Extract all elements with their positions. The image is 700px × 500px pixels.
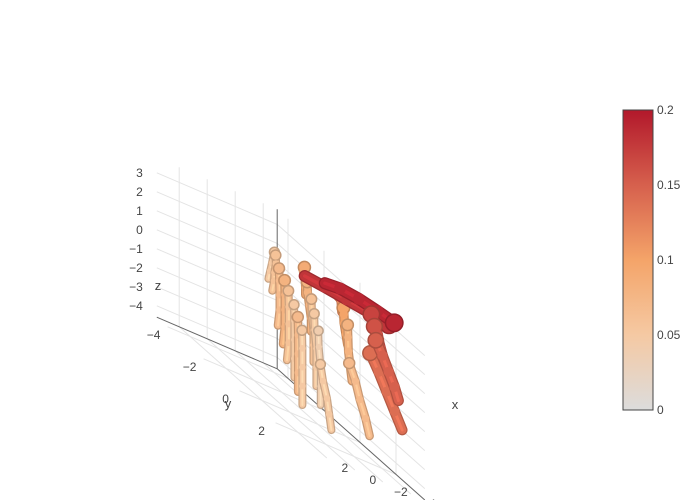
gridline [156,172,278,225]
z-tick-label: −2 [129,261,143,275]
colorbar-gradient [622,109,654,411]
gridline [234,350,384,483]
gridline [156,210,278,263]
y-axis-ticks: −4 −2 0 2 [147,328,266,438]
streamtube-cap [312,325,324,337]
streamtube-node [315,343,322,351]
gridline [239,390,361,443]
x-tick-label: −4 [422,497,436,500]
gridline [167,326,289,379]
streamtube-cap [341,318,355,332]
y-tick-label: −2 [183,360,197,374]
streamtube-node [373,366,384,377]
streamtube-cap [308,308,320,320]
streamtube [367,331,404,407]
z-tick-label: 2 [136,185,143,199]
y-axis-title: y [225,396,232,411]
streamtube-cap [278,273,292,287]
y-tick-label: 2 [258,424,265,438]
gridline [206,338,356,471]
streamtube-cap [288,299,300,311]
colorbar-tick-label: 0.05 [657,328,681,342]
streamtube-node [383,366,394,377]
streamtube-node [351,377,360,385]
streamtubes [264,246,408,441]
streamtube-node [299,345,306,352]
gridline [156,267,278,320]
streamtube [314,358,336,435]
gridline [156,191,278,244]
streamtube-node [389,406,400,417]
streamtube-node [381,386,392,397]
streamtube-node [299,363,306,371]
gridline [178,326,328,459]
x-axis-title: x [452,397,459,412]
streamtube [342,356,374,441]
colorbar-tick-label: 0 [657,403,664,417]
y-tick-label: 0 [222,392,229,406]
x-tick-label: 0 [369,473,376,487]
streamtube-node [323,395,331,402]
x-tick-label: −2 [394,485,408,499]
streamtube-cap [342,356,356,370]
streamtube-cap [272,262,286,275]
gridline [275,422,397,475]
3d-scene[interactable] [156,167,426,500]
streamtube-node [389,381,400,393]
z-tick-label: 1 [136,204,143,218]
streamtube-node [352,293,365,305]
axis-edge [156,316,278,370]
colorbar-ticks: 0 0.05 0.1 0.15 0.2 [657,103,681,417]
z-axis-ticks: 3 2 1 0 −1 −2 −3 −4 [129,166,143,313]
streamtube-node [339,310,348,319]
streamtube-node [319,377,327,385]
gridline [262,362,412,495]
streamtube-node [334,282,346,295]
streamtube-node [299,382,306,390]
colorbar-tick-label: 0.1 [657,253,674,267]
streamtube-cap [296,324,308,336]
z-tick-label: 0 [136,223,143,237]
streamtube-node [377,350,388,361]
colorbar-tick-label: 0.2 [657,103,674,117]
z-tick-label: −3 [129,280,143,294]
gridline [156,248,278,301]
y-tick-label: −4 [147,328,161,342]
z-axis-title: z [155,278,162,293]
streamtube-node [361,414,370,423]
z-tick-label: −4 [129,299,143,313]
streamtube-cap [305,293,318,306]
colorbar-tick-label: 0.15 [657,178,681,192]
streamtube-node [344,347,353,356]
gridline [156,286,278,339]
streamtube [272,262,286,330]
streamtube-cap [367,331,385,349]
gridline [156,229,278,282]
streamtube-node [325,411,333,418]
streamtube-cap [291,310,305,324]
x-axis-ticks: −4 −2 0 2 [341,461,436,500]
gridline [156,305,278,358]
streamtube-node [344,333,352,342]
streamtube-cap [314,358,327,370]
streamtube-cap [384,313,404,333]
streamtube-cap [269,249,282,262]
z-tick-label: 3 [136,166,143,180]
colorbar: 0 0.05 0.1 0.15 0.2 [622,103,681,417]
streamtube-node [356,395,364,404]
z-tick-label: −1 [129,242,143,256]
streamtube [296,324,308,409]
x-tick-label: 2 [341,461,348,475]
streamtube-cap [282,284,295,297]
